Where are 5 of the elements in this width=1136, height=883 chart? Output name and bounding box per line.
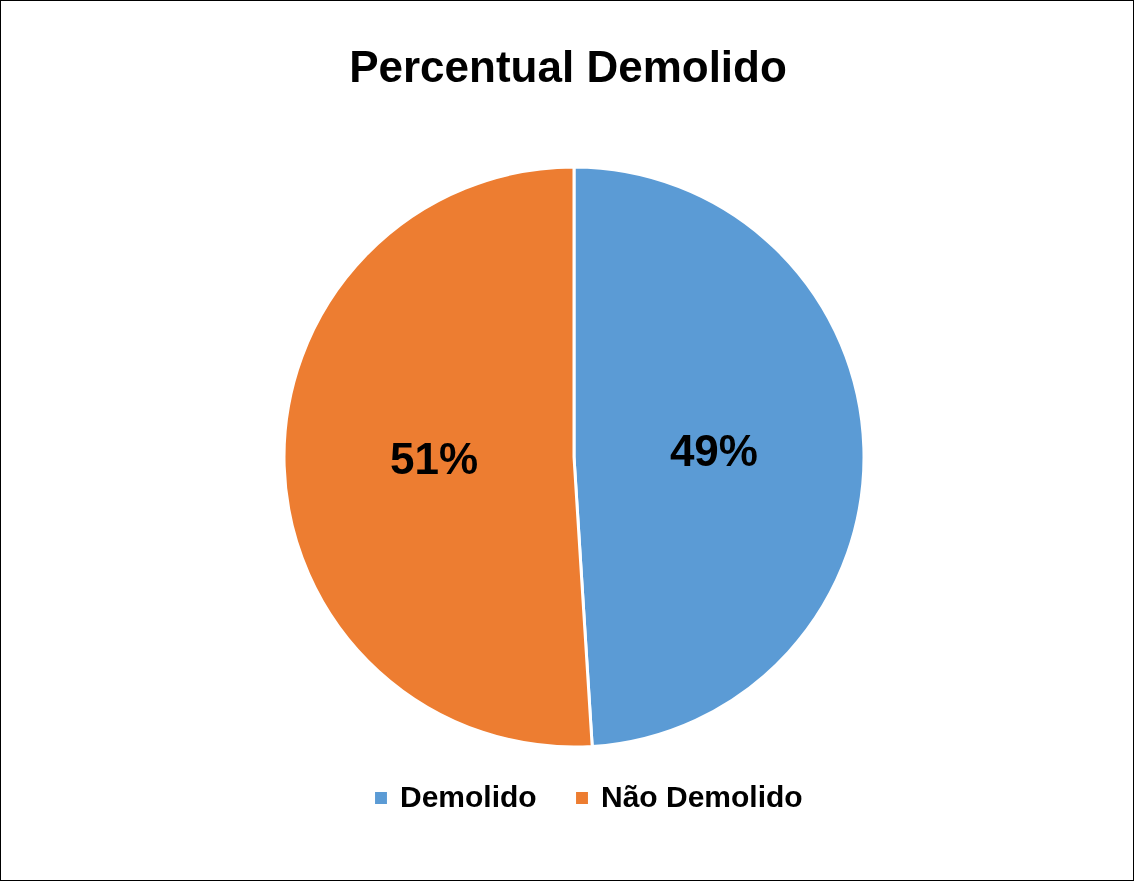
legend-label: Não Demolido <box>601 780 803 813</box>
data-label: 49% <box>669 425 758 475</box>
chart-title: Percentual Demolido <box>349 42 787 91</box>
data-label: 51% <box>390 434 479 484</box>
legend-label: Demolido <box>400 780 537 813</box>
